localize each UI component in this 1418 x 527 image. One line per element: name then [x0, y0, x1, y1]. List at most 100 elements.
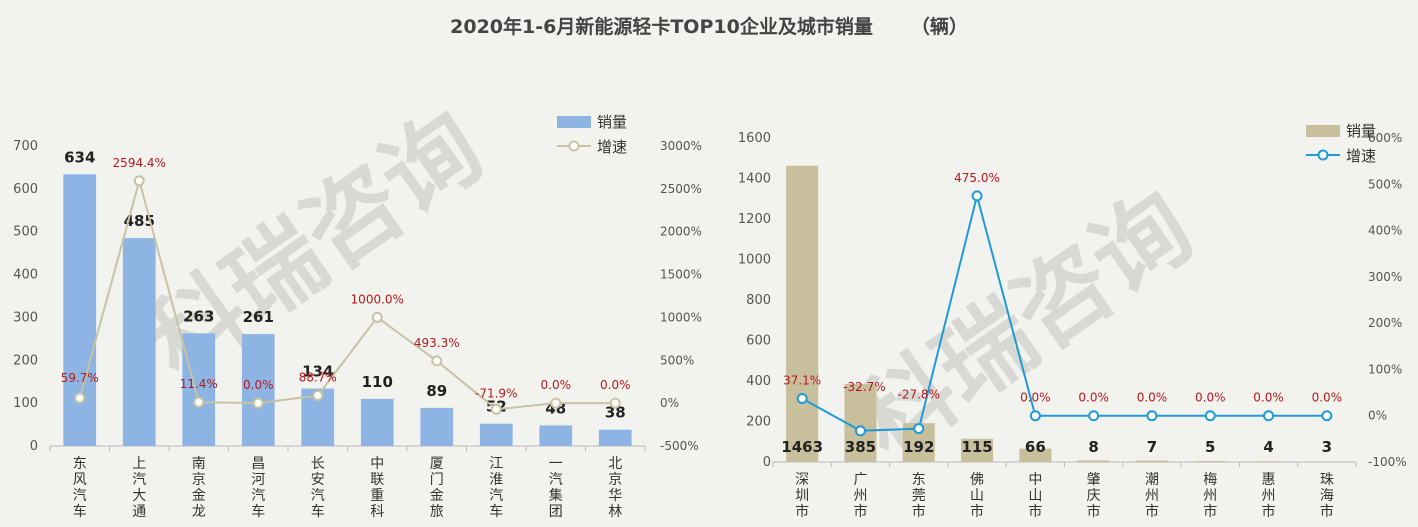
growth-label: 37.1% [783, 374, 821, 388]
growth-point [854, 425, 866, 437]
growth-point [1029, 410, 1041, 422]
y-right-tick-label: 1500% [660, 268, 702, 282]
y-right-tick-label: 1000% [660, 310, 702, 324]
x-category-label: 潮州市 [1145, 472, 1159, 520]
y-left-tick-label: 1600 [738, 131, 771, 146]
bar-value-label: 7 [1147, 438, 1157, 456]
y-right-tick-label: 3000% [660, 139, 702, 153]
bar-value-label: 110 [362, 373, 393, 391]
y-left-tick-label: 600 [13, 182, 38, 197]
growth-point [1321, 410, 1333, 422]
bar [241, 334, 275, 446]
growth-point [550, 397, 562, 409]
bar-value-label: 192 [903, 438, 934, 456]
bar-value-label: 4 [1263, 438, 1273, 456]
bar [122, 238, 156, 446]
x-category-label: 昌河汽车 [251, 456, 265, 520]
x-category-label: 上汽大通 [132, 456, 146, 520]
y-left-tick-label: 300 [13, 310, 38, 325]
bar [63, 174, 97, 447]
growth-point [193, 396, 205, 408]
y-right-tick-label: 200% [1368, 316, 1402, 330]
growth-label: 0.0% [1020, 391, 1051, 405]
growth-point [796, 393, 808, 405]
growth-label: 0.0% [1078, 391, 1109, 405]
growth-label: 475.0% [954, 171, 1000, 185]
y-left-tick-label: 600 [746, 334, 771, 349]
growth-point [1204, 410, 1216, 422]
growth-point [431, 355, 443, 367]
y-left-tick-label: 400 [746, 374, 771, 389]
y-left-tick-label: 0 [30, 439, 38, 454]
bar-value-label: 134 [302, 363, 333, 381]
x-category-label: 中联重科 [370, 456, 384, 520]
x-category-label: 江淮汽车 [489, 456, 503, 520]
growth-label: 59.7% [61, 371, 99, 385]
bar [1310, 461, 1343, 462]
y-right-tick-label: 300% [1368, 270, 1402, 284]
legend-line-marker [568, 140, 580, 152]
bar-value-label: 1463 [781, 438, 823, 456]
growth-label: -71.9% [475, 386, 517, 400]
y-left-tick-label: 1200 [738, 212, 771, 227]
y-left-tick-label: 1000 [738, 253, 771, 268]
legend-line-label: 增速 [597, 138, 627, 156]
y-right-tick-label: 500% [1368, 177, 1402, 191]
growth-label: -32.7% [843, 380, 885, 394]
bar-value-label: 385 [845, 438, 876, 456]
x-category-label: 中山市 [1028, 472, 1042, 520]
growth-label: 493.3% [414, 336, 460, 350]
growth-label: 0.0% [541, 378, 572, 392]
bar [1252, 461, 1285, 462]
growth-point [490, 403, 502, 415]
y-left-tick-label: 400 [13, 268, 38, 283]
y-left-tick-label: 100 [13, 396, 38, 411]
legend-bar-swatch [1306, 125, 1340, 137]
growth-label: 0.0% [1253, 391, 1284, 405]
x-category-label: 广州市 [853, 472, 867, 520]
growth-label: 0.0% [1195, 391, 1226, 405]
bar [539, 425, 573, 446]
growth-point [1088, 410, 1100, 422]
bar [182, 333, 216, 446]
y-right-tick-label: -500% [660, 439, 699, 453]
growth-label: 1000.0% [351, 292, 404, 306]
legend-bar-swatch [557, 116, 591, 128]
growth-point [1263, 410, 1275, 422]
growth-point [133, 175, 145, 187]
bar [1019, 448, 1052, 462]
growth-label: 0.0% [243, 378, 274, 392]
bar-value-label: 115 [961, 438, 992, 456]
bar [786, 165, 819, 462]
chart-unit: （辆） [910, 16, 968, 38]
growth-label: 11.4% [180, 377, 218, 391]
x-category-label: 一汽集团 [549, 456, 563, 520]
growth-point [371, 311, 383, 323]
growth-label: 2594.4% [113, 156, 166, 170]
y-right-tick-label: -100% [1368, 455, 1407, 469]
chart-title-text: 2020年1-6月新能源轻卡TOP10企业及城市销量 [450, 16, 873, 38]
growth-point [252, 397, 264, 409]
y-left-tick-label: 200 [13, 353, 38, 368]
bar [1135, 460, 1168, 462]
y-right-tick-label: 0% [660, 396, 679, 410]
y-right-tick-label: 2000% [660, 225, 702, 239]
x-category-label: 南京金龙 [192, 456, 206, 520]
x-category-label: 惠州市 [1262, 472, 1276, 520]
growth-point [913, 423, 925, 435]
y-right-tick-label: 2500% [660, 182, 702, 196]
x-category-label: 深圳市 [795, 472, 809, 520]
x-category-label: 长安汽车 [311, 456, 325, 520]
growth-label: 0.0% [600, 378, 631, 392]
bar-value-label: 5 [1205, 438, 1215, 456]
y-left-tick-label: 500 [13, 225, 38, 240]
y-right-tick-label: 500% [660, 353, 694, 367]
bar [598, 429, 632, 446]
legend-line-label: 增速 [1346, 147, 1376, 165]
y-left-tick-label: 700 [13, 139, 38, 154]
y-left-tick-label: 1400 [738, 172, 771, 187]
bar [479, 423, 513, 446]
chart-title: 2020年1-6月新能源轻卡TOP10企业及城市销量 （辆） [0, 12, 1418, 39]
